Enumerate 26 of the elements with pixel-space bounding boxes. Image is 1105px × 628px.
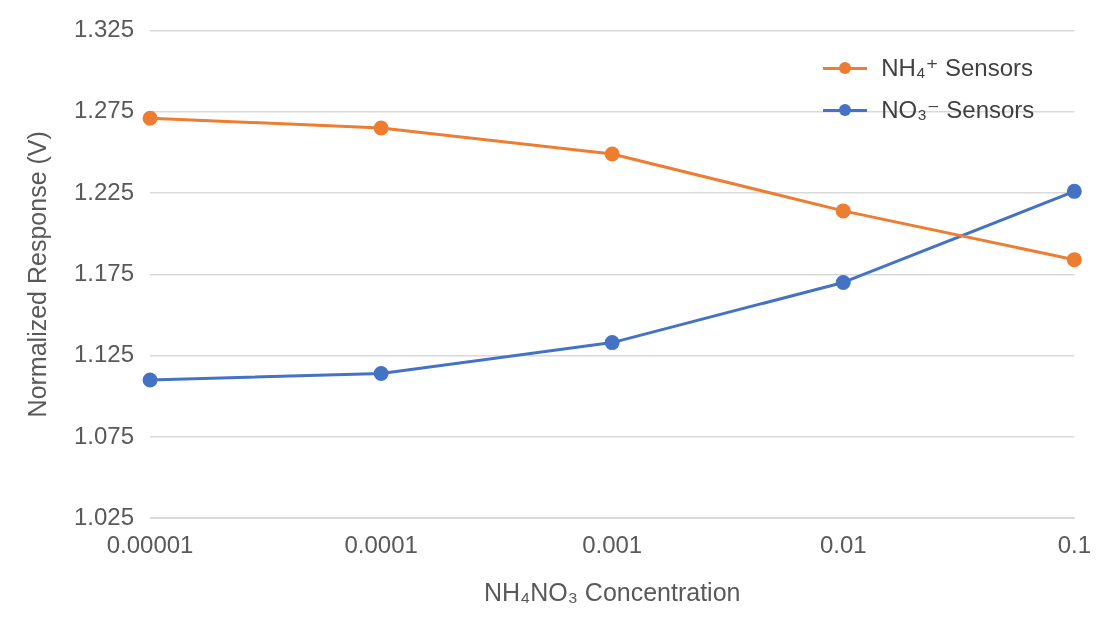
point	[1066, 252, 1082, 268]
x-tick-label: 0.01	[819, 531, 867, 559]
point	[835, 203, 851, 219]
x-tick-label: 0.00001	[106, 531, 194, 559]
y-tick-label: 1.225	[74, 177, 135, 205]
y-tick-label: 1.125	[74, 340, 135, 368]
y-tick-label: 1.175	[74, 258, 135, 286]
x-axis-title: NH₄NO₃ Concentration	[483, 577, 741, 606]
point	[604, 146, 620, 162]
x-tick-label: 0.001	[582, 531, 643, 559]
y-tick-label: 1.075	[74, 421, 135, 449]
point	[373, 120, 389, 136]
x-tick-label: 0.1	[1057, 531, 1092, 559]
legend-label: NH₄⁺ Sensors	[881, 54, 1034, 83]
point	[142, 372, 158, 388]
point	[1066, 183, 1082, 199]
point	[373, 365, 389, 381]
point	[604, 335, 620, 351]
legend-label: NO₃⁻ Sensors	[881, 96, 1035, 125]
point	[835, 274, 851, 290]
x-tick-label: 0.0001	[344, 531, 418, 559]
y-tick-label: 1.325	[74, 15, 135, 43]
y-tick-label: 1.025	[74, 502, 135, 530]
y-tick-label: 1.275	[74, 96, 135, 124]
point	[142, 110, 158, 126]
y-axis-title: Normalized Response (V)	[22, 131, 51, 418]
